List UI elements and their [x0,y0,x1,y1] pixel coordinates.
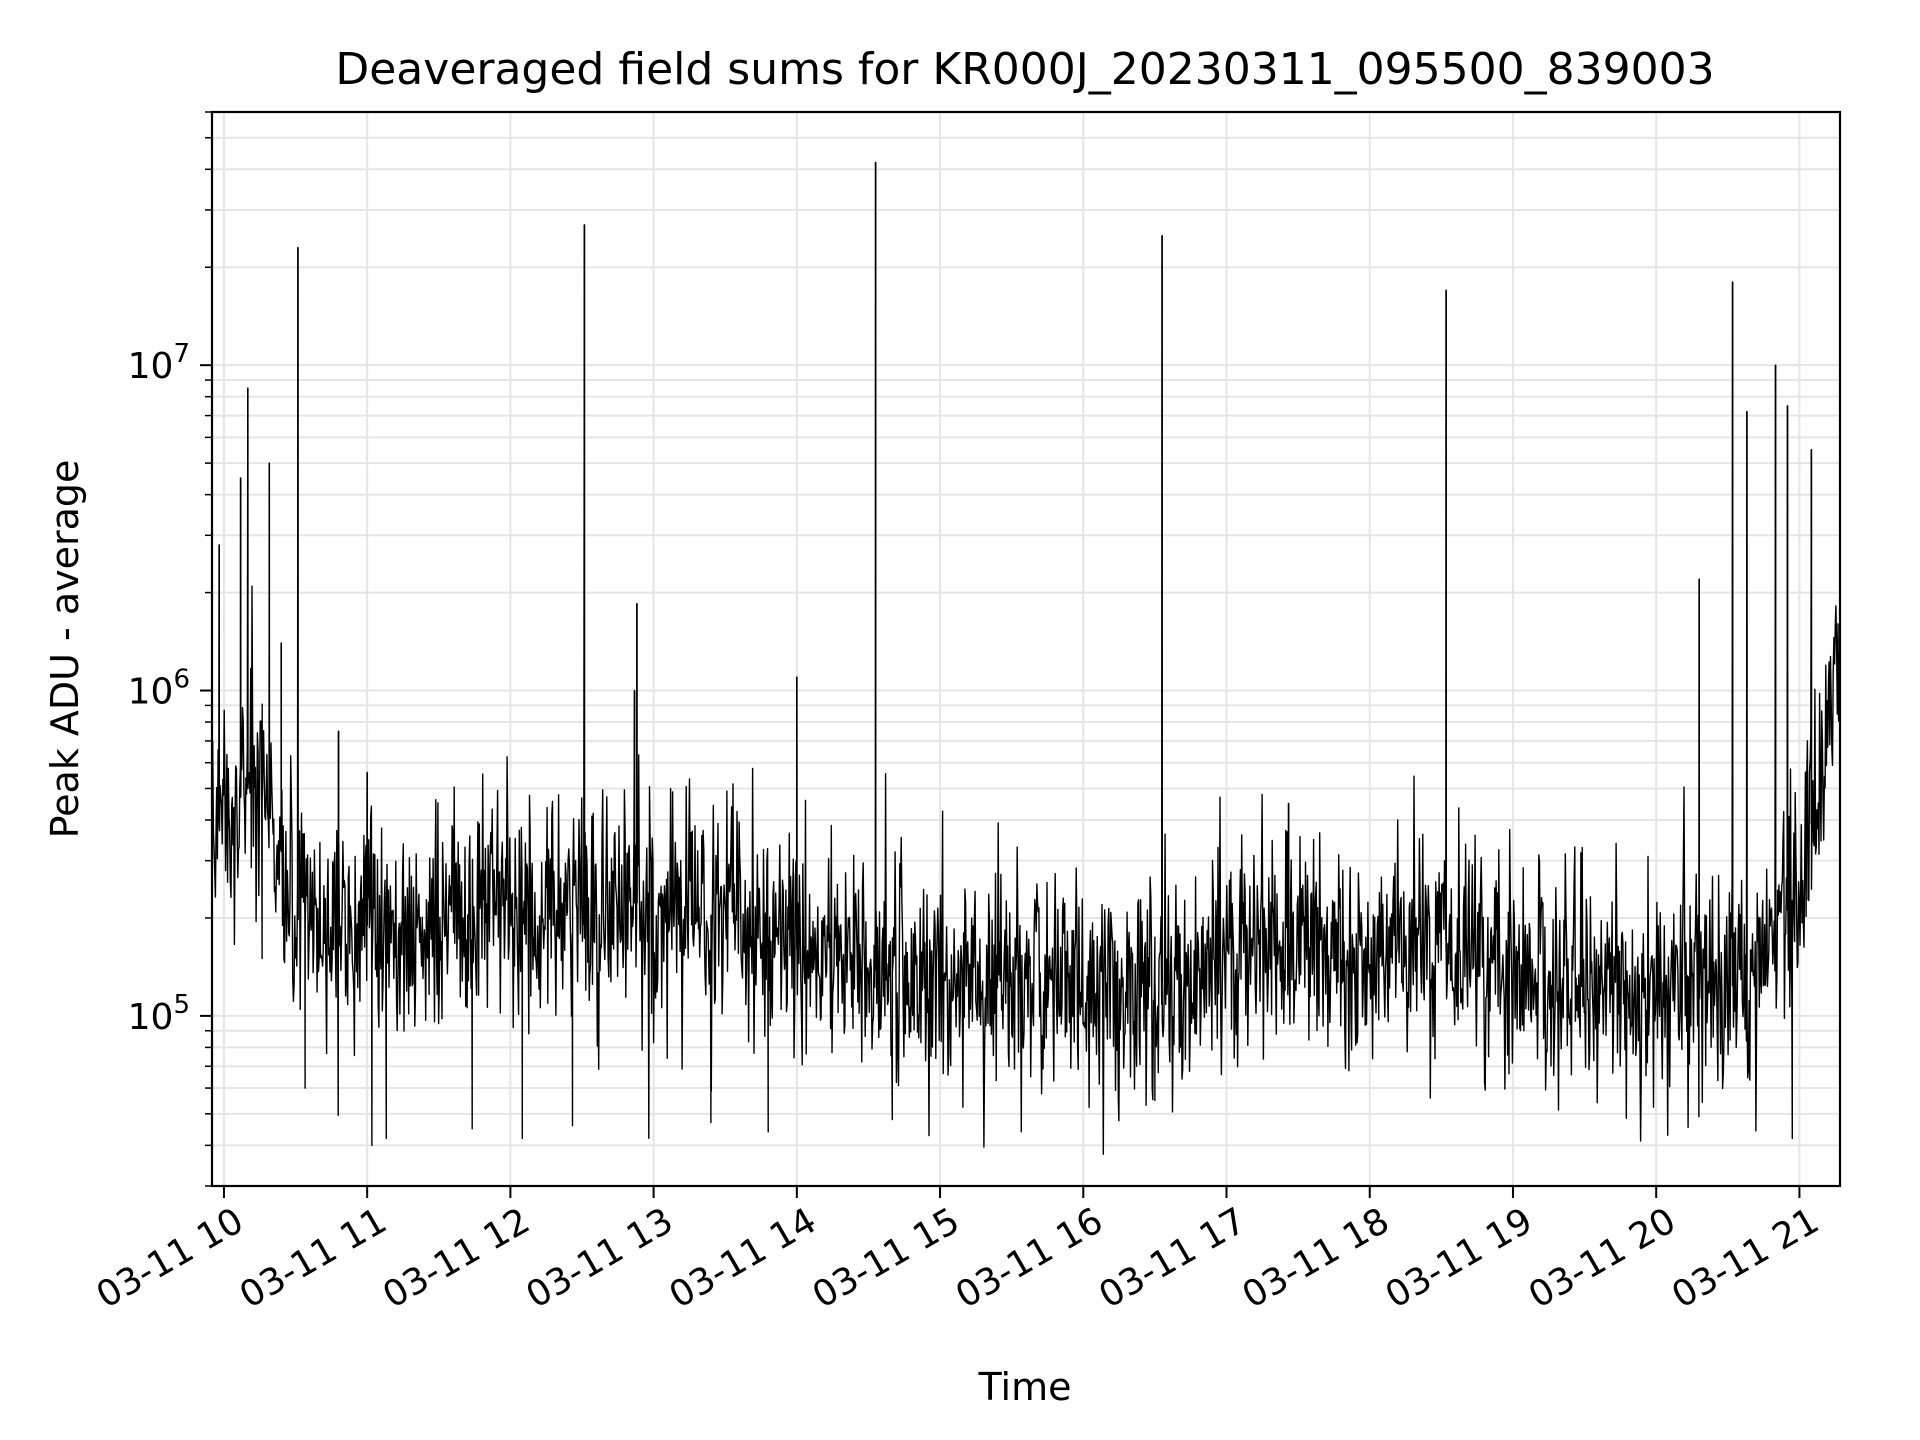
y-tick-label: 107 [128,339,190,387]
series-line [211,161,1841,1155]
y-axis-label: Peak ADU - average [43,460,87,839]
x-axis-label: Time [978,1365,1072,1409]
data-layer [211,161,1841,1155]
y-tick-label: 105 [128,990,190,1038]
y-tick-label: 106 [128,665,190,713]
chart-title: Deaveraged field sums for KR000J_2023031… [335,44,1714,95]
plot-frame [210,110,1842,1188]
